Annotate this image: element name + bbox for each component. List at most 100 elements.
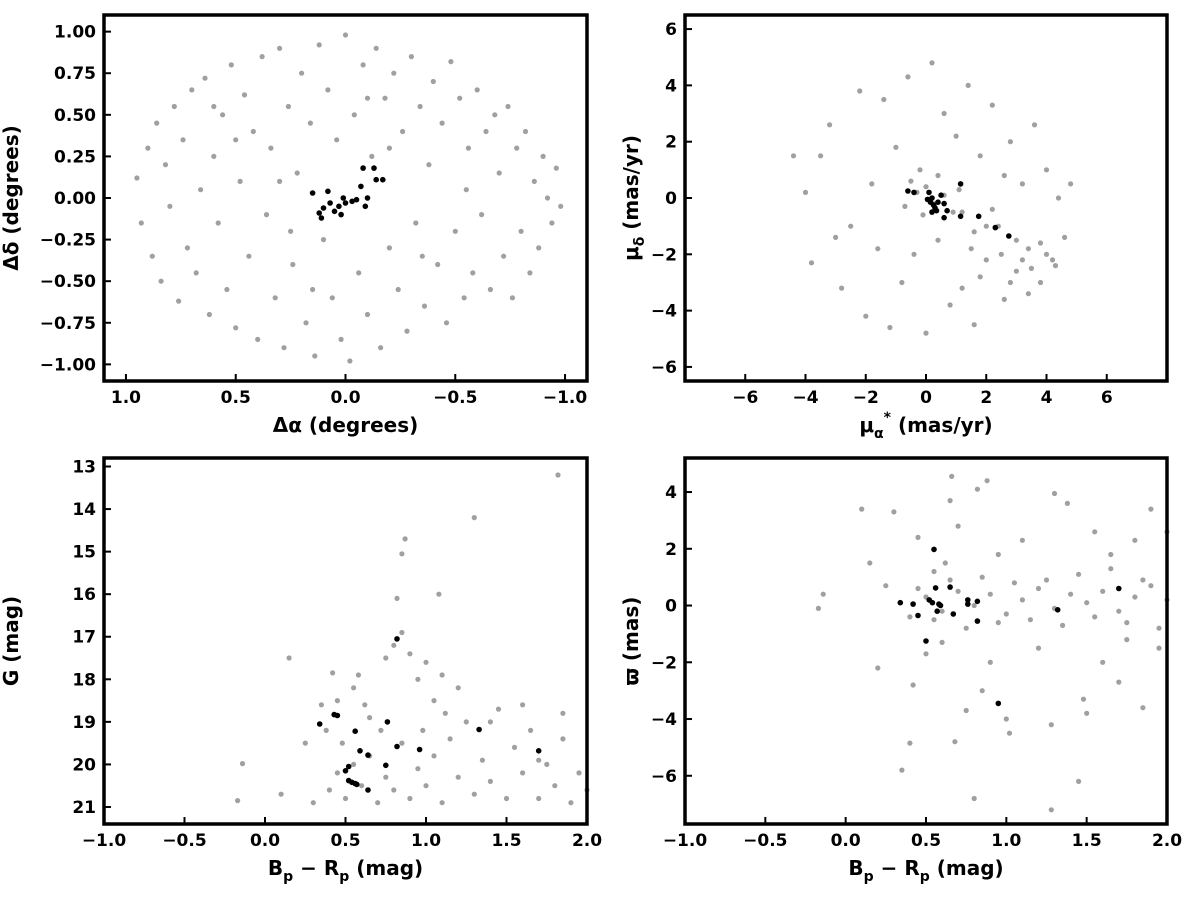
data-point — [968, 246, 974, 252]
data-point — [331, 208, 338, 215]
data-point — [907, 614, 913, 620]
data-point — [929, 599, 936, 606]
y-tick-label: 1.00 — [54, 23, 96, 43]
data-point — [471, 791, 477, 797]
data-point — [233, 137, 239, 143]
data-point — [944, 207, 950, 214]
data-point — [989, 102, 995, 108]
data-point — [905, 74, 911, 80]
data-point — [352, 728, 359, 734]
data-point — [436, 591, 442, 597]
data-point — [929, 209, 935, 215]
data-point — [471, 515, 477, 521]
x-tick-label: −0.5 — [433, 388, 477, 408]
data-point — [1025, 291, 1031, 297]
data-point — [290, 261, 296, 268]
data-point — [386, 145, 392, 151]
data-point — [1064, 500, 1070, 506]
x-tick-label: −1.0 — [663, 831, 708, 851]
data-point — [983, 223, 989, 229]
y-tick-label: 21 — [72, 798, 96, 818]
data-point — [365, 787, 371, 793]
data-point — [391, 787, 397, 793]
data-point — [189, 87, 195, 93]
y-axis-label: ϖ (mas) — [619, 597, 643, 686]
data-point — [560, 710, 566, 716]
data-point — [354, 781, 360, 788]
data-point — [955, 523, 961, 529]
data-point — [268, 145, 274, 151]
data-point — [394, 636, 400, 642]
data-point — [447, 736, 453, 742]
data-point — [989, 206, 995, 212]
data-point — [995, 620, 1001, 626]
data-point — [520, 770, 526, 776]
data-point — [503, 795, 510, 802]
data-point — [875, 665, 881, 671]
data-point — [987, 591, 993, 597]
x-tick-label: 1.0 — [111, 388, 141, 408]
data-point — [394, 743, 400, 750]
data-point — [1019, 181, 1025, 187]
data-point — [162, 162, 169, 168]
y-tick-label: 13 — [72, 458, 96, 478]
data-point — [239, 761, 246, 767]
data-point — [540, 153, 546, 159]
data-point — [977, 153, 983, 159]
data-point — [511, 744, 518, 751]
data-point — [334, 698, 340, 704]
y-axis-label: Δδ (degrees) — [0, 125, 23, 271]
series-1 — [897, 546, 1122, 707]
data-point — [971, 602, 977, 609]
y-tick-label: −4 — [651, 302, 677, 322]
data-point — [1084, 710, 1090, 716]
data-point — [950, 611, 957, 617]
data-point — [1049, 257, 1056, 263]
data-point — [492, 112, 498, 118]
data-point — [351, 685, 357, 691]
data-point — [342, 768, 349, 774]
data-point — [272, 295, 278, 301]
data-point — [180, 137, 186, 143]
data-point — [536, 245, 542, 251]
data-point — [383, 774, 389, 780]
data-point — [378, 345, 384, 351]
data-point — [923, 330, 929, 336]
data-point — [383, 655, 389, 661]
data-point — [228, 62, 234, 68]
data-point — [384, 719, 391, 725]
data-point — [520, 702, 526, 708]
data-point — [995, 551, 1001, 558]
data-point — [1025, 246, 1031, 252]
x-tick-label: −1.0 — [543, 388, 588, 408]
data-point — [184, 245, 190, 251]
x-tick-label: 0.0 — [831, 831, 861, 851]
data-point — [339, 740, 345, 746]
data-point — [875, 246, 881, 252]
data-point — [931, 568, 937, 575]
data-point — [514, 145, 520, 151]
data-point — [380, 176, 386, 183]
data-point — [206, 311, 212, 318]
data-point — [911, 251, 917, 257]
data-point — [474, 87, 480, 93]
data-point — [1013, 237, 1020, 243]
data-point — [326, 787, 332, 793]
data-point — [358, 183, 364, 190]
data-point — [923, 651, 929, 657]
y-tick-label: 20 — [72, 755, 96, 775]
data-point — [288, 228, 294, 234]
data-point — [176, 298, 182, 304]
data-point — [915, 585, 921, 592]
data-point — [235, 798, 241, 804]
data-point — [937, 602, 944, 609]
data-point — [931, 546, 937, 553]
data-point — [544, 761, 550, 768]
data-point — [827, 122, 833, 128]
data-point — [963, 625, 969, 631]
data-point — [941, 110, 947, 117]
data-point — [881, 96, 887, 103]
data-point — [419, 253, 425, 259]
data-point — [938, 192, 944, 198]
data-point — [1124, 620, 1130, 626]
